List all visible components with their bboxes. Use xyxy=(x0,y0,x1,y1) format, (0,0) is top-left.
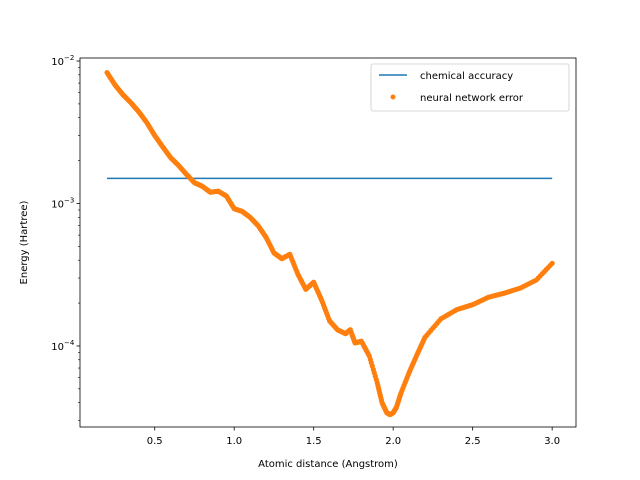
y-tick-label: 10 xyxy=(51,342,64,353)
x-axis-label: Atomic distance (Angstrom) xyxy=(258,459,398,470)
legend-box xyxy=(370,63,570,112)
y-axis-label: Energy (Hartree) xyxy=(19,200,30,284)
x-tick-label: 0.5 xyxy=(147,436,163,447)
plot-frame xyxy=(79,57,577,428)
plot-series xyxy=(104,69,555,418)
x-tick-label: 3.0 xyxy=(544,436,560,447)
y-tick-exponent: −4 xyxy=(64,339,75,347)
legend-label-chemical-accuracy: chemical accuracy xyxy=(420,71,513,82)
series-points-neural-network-error xyxy=(104,69,555,418)
x-tick-label: 2.5 xyxy=(465,436,481,447)
legend-label-neural-network-error: neural network error xyxy=(420,93,524,104)
x-tick-label: 1.5 xyxy=(306,436,322,447)
y-tick-label: 10 xyxy=(51,57,64,68)
x-tick-label: 1.0 xyxy=(226,436,242,447)
x-tick-label: 2.0 xyxy=(385,436,401,447)
legend: chemical accuracy neural network error xyxy=(370,63,570,112)
y-tick-exponent: −3 xyxy=(64,196,74,204)
y-axis: 10−410−310−2 xyxy=(51,54,80,421)
y-tick-exponent: −2 xyxy=(64,54,74,62)
x-axis: 0.5 1.0 1.5 2.0 2.5 3.0 xyxy=(147,427,560,447)
data-point xyxy=(549,260,555,266)
legend-swatch-neural-network-error xyxy=(390,94,396,100)
y-tick-label: 10 xyxy=(51,199,64,210)
